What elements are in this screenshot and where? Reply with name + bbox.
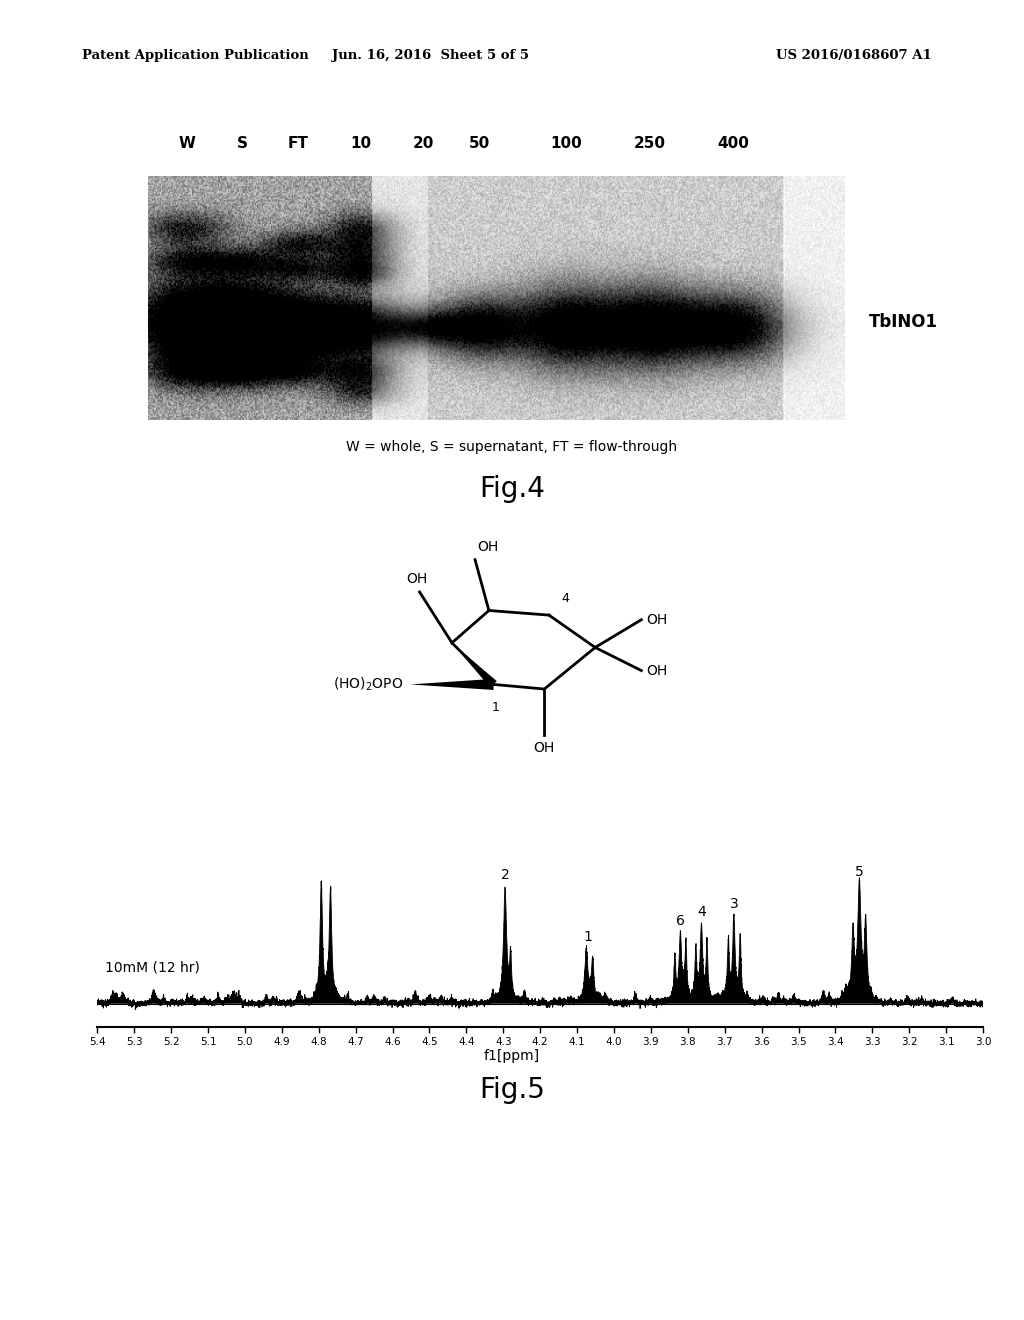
- Polygon shape: [411, 678, 494, 690]
- Text: FT: FT: [288, 136, 308, 150]
- Text: 1: 1: [584, 931, 593, 944]
- Text: W: W: [178, 136, 196, 150]
- Text: 3: 3: [729, 896, 738, 911]
- Text: 2: 2: [501, 869, 510, 883]
- Text: OH: OH: [407, 573, 428, 586]
- Text: Fig.5: Fig.5: [479, 1076, 545, 1104]
- Text: Patent Application Publication: Patent Application Publication: [82, 49, 308, 62]
- Text: TbINO1: TbINO1: [869, 313, 938, 331]
- Text: OH: OH: [534, 741, 555, 755]
- Text: 4: 4: [561, 593, 569, 606]
- Text: 100: 100: [550, 136, 583, 150]
- Text: W = whole, S = supernatant, FT = flow-through: W = whole, S = supernatant, FT = flow-th…: [346, 440, 678, 454]
- Text: 5: 5: [855, 865, 864, 879]
- Text: 400: 400: [718, 136, 750, 150]
- Text: Jun. 16, 2016  Sheet 5 of 5: Jun. 16, 2016 Sheet 5 of 5: [332, 49, 528, 62]
- Text: (HO)$_2$OPO: (HO)$_2$OPO: [333, 676, 403, 693]
- Text: 10: 10: [350, 136, 372, 150]
- Text: S: S: [237, 136, 248, 150]
- Text: 6: 6: [676, 913, 685, 928]
- Polygon shape: [452, 643, 497, 688]
- Text: 4: 4: [697, 904, 706, 919]
- Text: 50: 50: [469, 136, 489, 150]
- Text: 1: 1: [492, 701, 500, 714]
- Text: OH: OH: [646, 612, 668, 627]
- Text: 250: 250: [634, 136, 666, 150]
- Text: f1[ppm]: f1[ppm]: [484, 1049, 540, 1064]
- Text: US 2016/0168607 A1: US 2016/0168607 A1: [776, 49, 932, 62]
- Text: 10mM (12 hr): 10mM (12 hr): [104, 961, 200, 974]
- Text: 20: 20: [413, 136, 434, 150]
- Text: Fig.4: Fig.4: [479, 475, 545, 503]
- Text: OH: OH: [477, 540, 499, 554]
- Text: OH: OH: [646, 664, 668, 677]
